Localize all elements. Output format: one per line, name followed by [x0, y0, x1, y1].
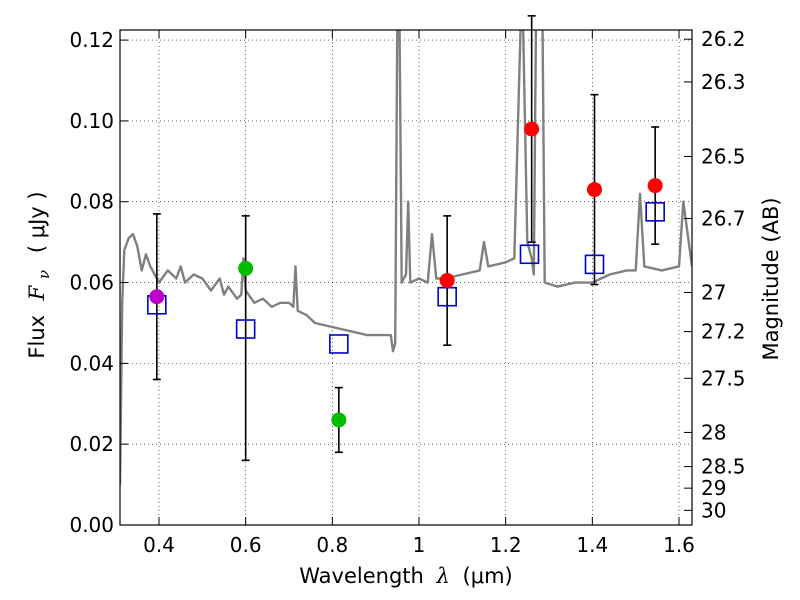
y-tick-label: 0.02	[69, 432, 114, 456]
x-tick-label: 1.2	[490, 533, 522, 557]
model-photometry-square	[519, 244, 540, 265]
y-tick-label: 0.10	[69, 109, 114, 133]
y2-axis-title: Magnitude (AB)	[759, 197, 783, 360]
observed-flux-point	[149, 289, 165, 305]
x-axis-title: Wavelength λ (μm)	[299, 564, 512, 588]
model-spectrum-line	[120, 30, 692, 485]
y2-tick-label: 29	[701, 476, 726, 500]
observed-flux-point	[524, 121, 540, 137]
model-photometry-square	[235, 319, 256, 339]
y-axis-title-unit: ( μJy )	[25, 191, 49, 253]
x-axis-title-unit: (μm)	[463, 564, 513, 588]
observed-flux-point	[647, 178, 663, 194]
y2-tick-label: 27.2	[701, 320, 746, 344]
x-tick-label: 1	[413, 533, 426, 557]
observed-flux-point	[238, 260, 254, 276]
observed-flux-point	[439, 273, 455, 289]
model-photometry-square	[584, 254, 605, 275]
y2-tick-label: 28	[701, 420, 726, 444]
y2-tick-label: 26.7	[701, 206, 746, 230]
y-axis-title-symbol: F	[25, 284, 49, 301]
y-tick-label: 0.00	[69, 513, 114, 537]
error-bars	[147, 15, 665, 462]
y2-tick-label: 27.5	[701, 366, 746, 390]
x-tick-label: 1.6	[663, 533, 695, 557]
y2-tick-label: 30	[701, 498, 726, 522]
model-photometry-square	[329, 334, 349, 354]
y-tick-label: 0.08	[69, 190, 114, 214]
x-tick-label: 1.4	[576, 533, 608, 557]
y2-tick-label: 27	[701, 280, 726, 304]
observed-flux-point	[587, 182, 602, 198]
x-tick-label: 0.4	[143, 533, 175, 557]
y-axis-title-subscript: ν	[35, 270, 53, 279]
model-photometry-square	[645, 202, 665, 222]
axis-ticks: 0.4 0.6 0.8 1 1.2 1.4 1.6 0.00 0.02 0.04 0.06 0.08 0…	[69, 27, 745, 557]
y-tick-label: 0.12	[69, 28, 114, 52]
y2-tick-label: 26.5	[701, 144, 746, 168]
y2-tick-label: 26.3	[701, 70, 746, 94]
y-tick-label: 0.04	[69, 351, 114, 375]
x-tick-label: 0.6	[230, 533, 262, 557]
y2-tick-label: 28.5	[701, 455, 746, 479]
y-axis-title-prefix: Flux	[25, 315, 49, 359]
plot-frame	[119, 29, 693, 526]
x-tick-label: 0.8	[316, 533, 348, 557]
observed-flux-point	[331, 412, 347, 428]
plot-data	[120, 30, 692, 485]
x-axis-title-prefix: Wavelength	[299, 564, 424, 588]
x-axis-title-symbol: λ	[436, 564, 450, 588]
y-axis-title: Flux F ν ( μJy )	[25, 191, 54, 358]
y-tick-label: 0.06	[69, 271, 114, 295]
y2-tick-label: 26.2	[701, 27, 746, 51]
plot-background	[120, 30, 692, 525]
